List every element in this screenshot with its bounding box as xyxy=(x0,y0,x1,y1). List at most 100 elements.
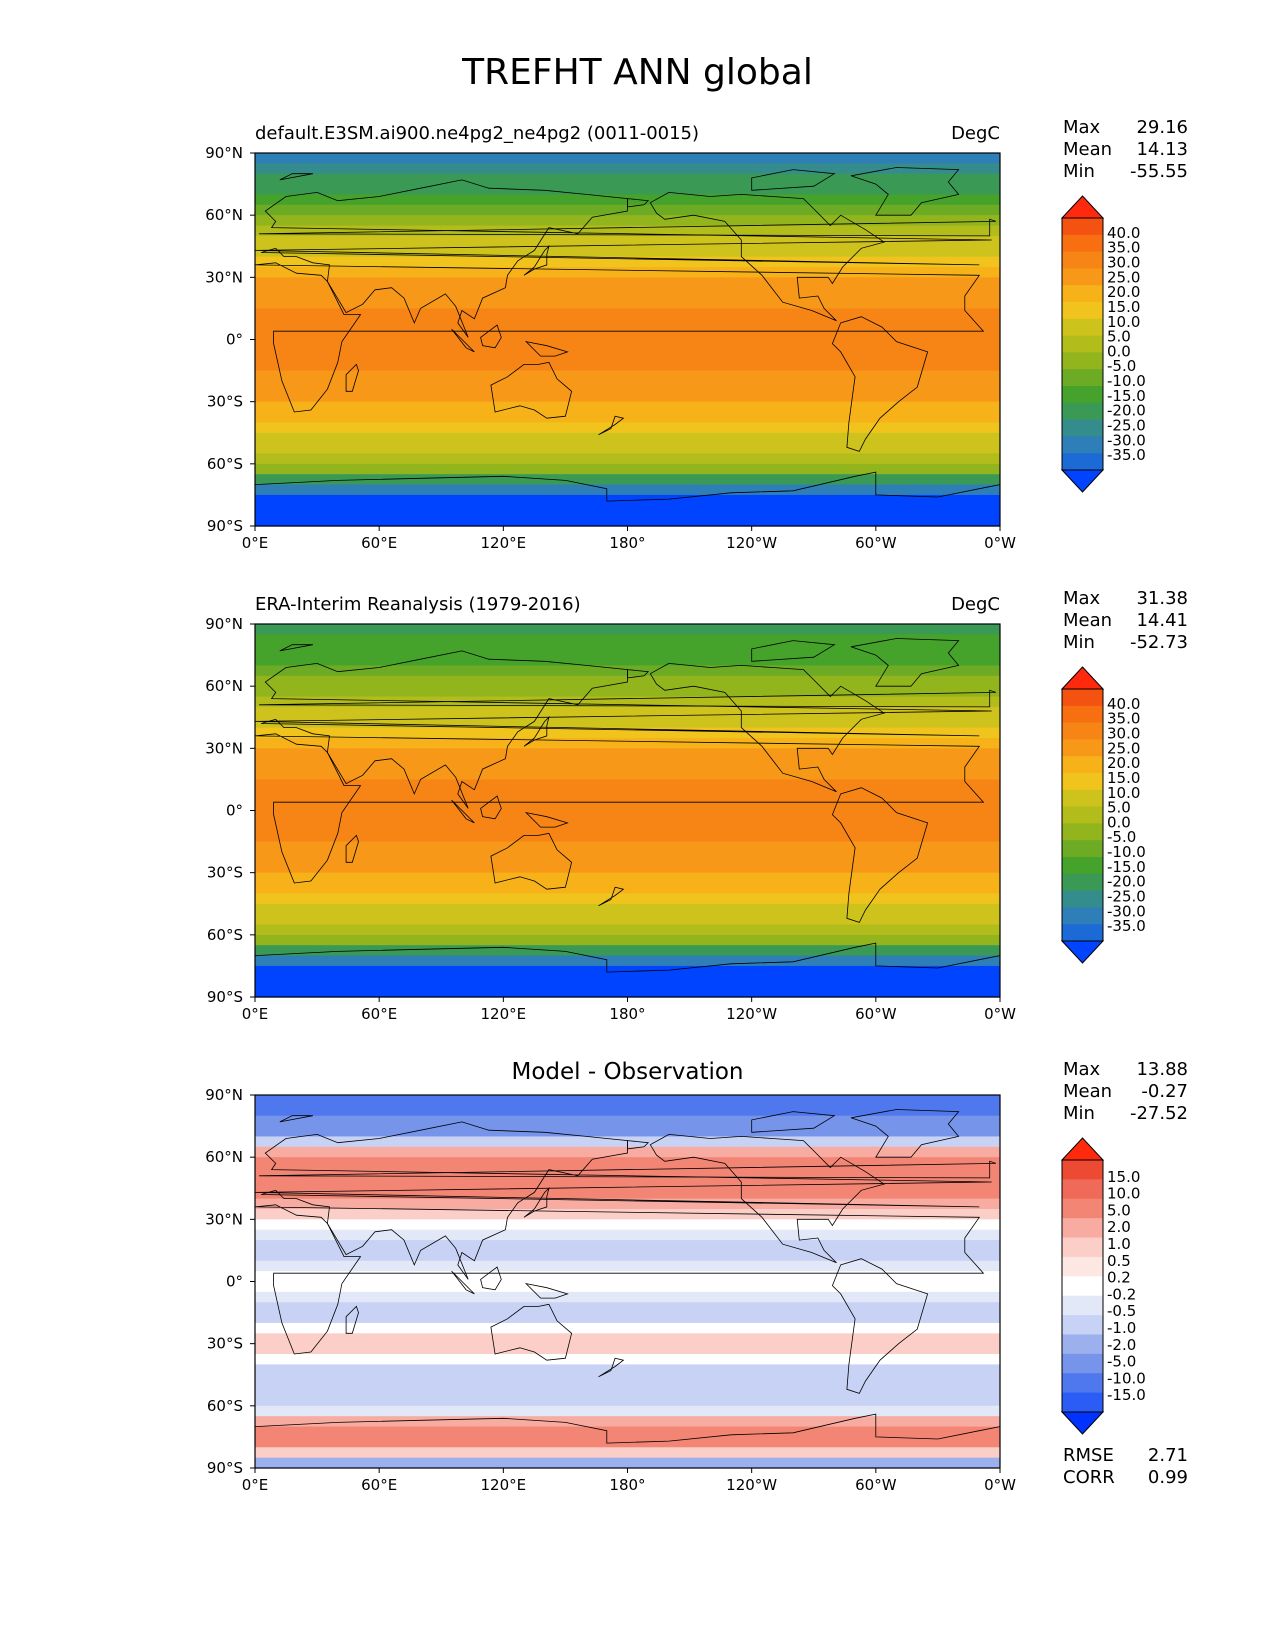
coastline-madagascar xyxy=(345,834,359,863)
colorbar-segment xyxy=(1062,840,1103,858)
colorbar-segment xyxy=(1062,302,1103,320)
stat-label: Min xyxy=(1063,1103,1095,1124)
zonal-band xyxy=(255,349,1000,361)
x-tick-label: 180° xyxy=(609,1005,645,1023)
zonal-band xyxy=(255,862,1000,874)
y-tick-label: 90°N xyxy=(205,144,243,162)
x-tick-label: 180° xyxy=(609,1476,645,1494)
coastline-nz xyxy=(598,1357,625,1378)
stat-label: Min xyxy=(1063,161,1095,182)
y-tick-label: 90°S xyxy=(207,1459,243,1477)
zonal-band xyxy=(255,737,1000,749)
colorbar-segment xyxy=(1062,705,1103,724)
stat-mean: Mean -0.27 xyxy=(1063,1081,1188,1103)
coastline-southamerica xyxy=(831,1258,929,1394)
zonal-band xyxy=(255,277,1000,289)
zonal-band xyxy=(255,800,1000,812)
colorbar-segment xyxy=(1062,268,1103,286)
colorbar-tick-label: 2.0 xyxy=(1107,1218,1131,1236)
zonal-band xyxy=(255,1095,1000,1106)
zonal-band xyxy=(255,1188,1000,1200)
colorbar-tick-label: 5.0 xyxy=(1107,328,1131,346)
colorbar-tick-label: 30.0 xyxy=(1107,253,1140,271)
zonal-band xyxy=(255,1447,1000,1459)
zonal-band xyxy=(255,810,1000,822)
colorbar-tick-label: -5.0 xyxy=(1107,828,1136,846)
stat-min: Min -52.73 xyxy=(1063,632,1188,654)
x-tick-label: 120°E xyxy=(481,1005,527,1023)
y-tick-label: 0° xyxy=(226,802,243,820)
coastline-newguinea xyxy=(524,340,569,357)
zonal-band xyxy=(255,380,1000,392)
colorbar-segment xyxy=(1062,1392,1103,1413)
stat-mean: Mean 14.41 xyxy=(1063,610,1188,632)
zonal-band xyxy=(255,934,1000,946)
x-tick-label: 60°E xyxy=(361,1476,397,1494)
zonal-band xyxy=(255,1457,1000,1469)
y-tick-label: 60°S xyxy=(207,455,243,473)
zonal-band xyxy=(255,463,1000,475)
stat-mean: Mean 14.13 xyxy=(1063,139,1188,161)
colorbar-segment xyxy=(1062,1256,1103,1277)
zonal-band xyxy=(255,339,1000,351)
zonal-band xyxy=(255,945,1000,957)
colorbar-frame xyxy=(1061,1159,1104,1413)
colorbar-segment xyxy=(1062,1179,1103,1200)
colorbar-tick-label: 0.5 xyxy=(1107,1252,1131,1270)
colorbar-segment xyxy=(1062,218,1103,236)
coastline-arctic_islands xyxy=(751,640,836,662)
zonal-band xyxy=(255,1271,1000,1283)
y-tick-label: 30°S xyxy=(207,1335,243,1353)
stat-value: -0.27 xyxy=(1141,1081,1188,1102)
zonal-band xyxy=(255,153,1000,164)
zonal-band xyxy=(255,173,1000,185)
zonal-band xyxy=(255,1126,1000,1138)
colorbar-tick-label: 25.0 xyxy=(1107,739,1140,757)
x-tick-label: 60°E xyxy=(361,534,397,552)
coastline-sumatra xyxy=(451,328,475,353)
colorbar-tick-label: 10.0 xyxy=(1107,1185,1140,1203)
x-tick-label: 120°W xyxy=(726,534,777,552)
zonal-band xyxy=(255,474,1000,486)
zonal-band xyxy=(255,1105,1000,1117)
colorbar-frame xyxy=(1061,217,1104,471)
zonal-band xyxy=(255,696,1000,708)
coastline-greenland xyxy=(850,167,960,216)
stat-value: 31.38 xyxy=(1136,588,1188,609)
colorbar-segment xyxy=(1062,402,1103,421)
y-tick-label: 60°N xyxy=(205,677,243,695)
x-tick-label: 0°W xyxy=(984,1005,1016,1023)
colorbar-2: 40.035.030.025.020.015.010.05.00.0-5.0-1… xyxy=(1060,666,1146,964)
zonal-band xyxy=(255,1405,1000,1417)
colorbar-tick-label: 0.0 xyxy=(1107,342,1131,360)
colorbar-tick-label: -15.0 xyxy=(1107,387,1146,405)
coastline-eurasia xyxy=(254,650,992,809)
coastline-svalbard xyxy=(279,173,313,181)
coastline-australia xyxy=(490,1303,573,1361)
coastline-japan xyxy=(523,1187,550,1218)
coastline-borneo xyxy=(480,1266,502,1291)
zonal-band xyxy=(255,1343,1000,1355)
figure-title: TREFHT ANN global xyxy=(462,52,813,93)
zonal-band xyxy=(255,370,1000,382)
zonal-band xyxy=(255,769,1000,781)
x-tick-label: 0°E xyxy=(242,1476,269,1494)
zonal-band xyxy=(255,655,1000,667)
x-tick-label: 60°E xyxy=(361,1005,397,1023)
colorbar-tick-label: 10.0 xyxy=(1107,313,1140,331)
colorbar-segment xyxy=(1062,335,1103,353)
zonal-band xyxy=(255,634,1000,646)
x-tick-label: 120°W xyxy=(726,1476,777,1494)
metric-corr: CORR 0.99 xyxy=(1063,1467,1188,1489)
colorbar-segment xyxy=(1062,1160,1103,1180)
colorbar-segment xyxy=(1062,857,1103,875)
colorbar-segment xyxy=(1062,1237,1103,1258)
y-tick-label: 90°N xyxy=(205,1086,243,1104)
colorbar-tick-label: 35.0 xyxy=(1107,710,1140,728)
zonal-band xyxy=(255,256,1000,268)
zonal-band xyxy=(255,1322,1000,1334)
coastline-southamerica xyxy=(831,787,929,923)
colorbar-segment xyxy=(1062,890,1103,908)
stat-min: Min -55.55 xyxy=(1063,161,1188,183)
stat-label: Mean xyxy=(1063,610,1113,631)
